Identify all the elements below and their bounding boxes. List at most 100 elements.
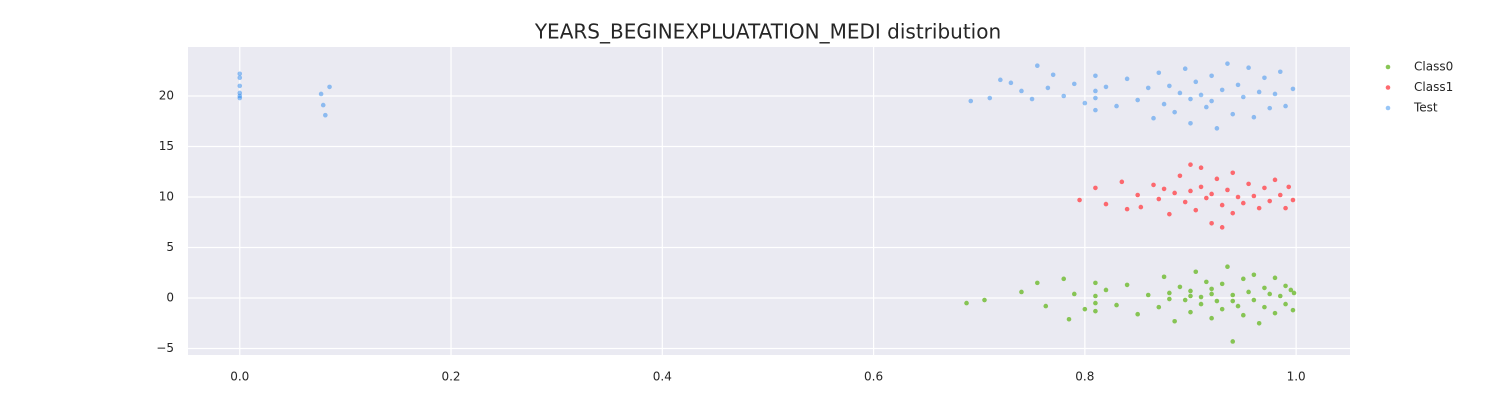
point <box>1290 197 1296 203</box>
point <box>1135 192 1140 198</box>
point <box>1230 170 1236 176</box>
point <box>1151 115 1156 121</box>
point <box>1219 202 1225 208</box>
point <box>237 95 243 101</box>
point <box>1209 291 1214 297</box>
point <box>1241 94 1246 100</box>
point <box>1029 96 1035 102</box>
point <box>1138 204 1144 210</box>
point <box>1230 210 1236 216</box>
point <box>1219 281 1225 287</box>
x-tick-label: 0.8 <box>1075 370 1094 384</box>
point <box>1209 315 1214 321</box>
legend-marker <box>1385 105 1391 111</box>
point <box>1241 200 1246 206</box>
y-tick-label: 15 <box>159 139 174 153</box>
point <box>1188 120 1193 126</box>
point <box>1135 97 1140 103</box>
x-tick-label: 0.4 <box>653 370 672 384</box>
point <box>1246 181 1251 187</box>
point <box>1035 63 1040 68</box>
point <box>1188 96 1193 102</box>
point <box>1219 306 1225 312</box>
points <box>237 61 1297 344</box>
point <box>1035 280 1040 286</box>
point <box>1256 89 1262 95</box>
point <box>1093 293 1098 299</box>
y-tick-label: 0 <box>166 291 174 305</box>
point <box>237 75 243 81</box>
point <box>1225 187 1230 193</box>
point <box>1071 81 1077 87</box>
point <box>1008 80 1014 86</box>
point <box>1225 264 1230 270</box>
point <box>1277 293 1283 299</box>
point <box>1124 282 1130 288</box>
point <box>1188 309 1193 315</box>
point <box>1214 176 1220 182</box>
point <box>964 300 969 306</box>
point <box>1135 311 1140 317</box>
point <box>1241 312 1246 318</box>
point <box>1283 205 1288 211</box>
point <box>1230 298 1236 304</box>
point <box>1114 103 1119 109</box>
point <box>1077 197 1082 203</box>
point <box>1272 310 1278 316</box>
point <box>1204 195 1209 201</box>
point <box>1177 173 1183 179</box>
point <box>1188 293 1193 299</box>
point <box>1209 191 1214 197</box>
legend-label: Class0 <box>1414 60 1453 74</box>
point <box>1019 88 1024 94</box>
point <box>1172 318 1177 324</box>
point <box>1198 165 1204 171</box>
point <box>1214 298 1220 304</box>
point <box>1167 290 1172 296</box>
point <box>1119 179 1125 185</box>
point <box>1093 73 1098 79</box>
point <box>1156 304 1162 310</box>
point <box>1198 301 1204 307</box>
point <box>320 102 326 108</box>
point <box>1093 185 1098 191</box>
point <box>998 77 1003 83</box>
point <box>1193 269 1199 275</box>
point <box>1251 114 1257 120</box>
point <box>1188 288 1193 294</box>
grid <box>188 47 1350 355</box>
point <box>1019 289 1024 295</box>
point <box>1290 307 1296 313</box>
legend-label: Test <box>1413 101 1438 115</box>
point <box>1082 100 1088 106</box>
plot-area <box>188 47 1350 355</box>
point <box>1230 111 1236 117</box>
point <box>1045 85 1051 91</box>
point <box>1167 211 1172 217</box>
point <box>1272 91 1278 97</box>
point <box>1114 302 1119 308</box>
point <box>1103 84 1109 90</box>
point <box>1156 70 1162 76</box>
point <box>1209 73 1214 79</box>
point <box>1267 105 1273 111</box>
point <box>982 297 987 303</box>
point <box>1124 206 1130 212</box>
point <box>1219 87 1225 93</box>
point <box>1198 92 1204 98</box>
point <box>1241 276 1246 282</box>
point <box>1177 90 1183 96</box>
point <box>1182 199 1188 205</box>
x-tick-label: 0.2 <box>441 370 460 384</box>
point <box>323 112 328 118</box>
point <box>1283 103 1288 109</box>
point <box>1188 162 1193 167</box>
point <box>1161 186 1167 192</box>
point <box>1230 339 1236 344</box>
point <box>1093 107 1098 113</box>
point <box>1209 220 1214 226</box>
y-tick-label: 5 <box>166 240 174 254</box>
point <box>1246 65 1251 71</box>
point <box>1182 297 1188 303</box>
point <box>1286 184 1292 190</box>
